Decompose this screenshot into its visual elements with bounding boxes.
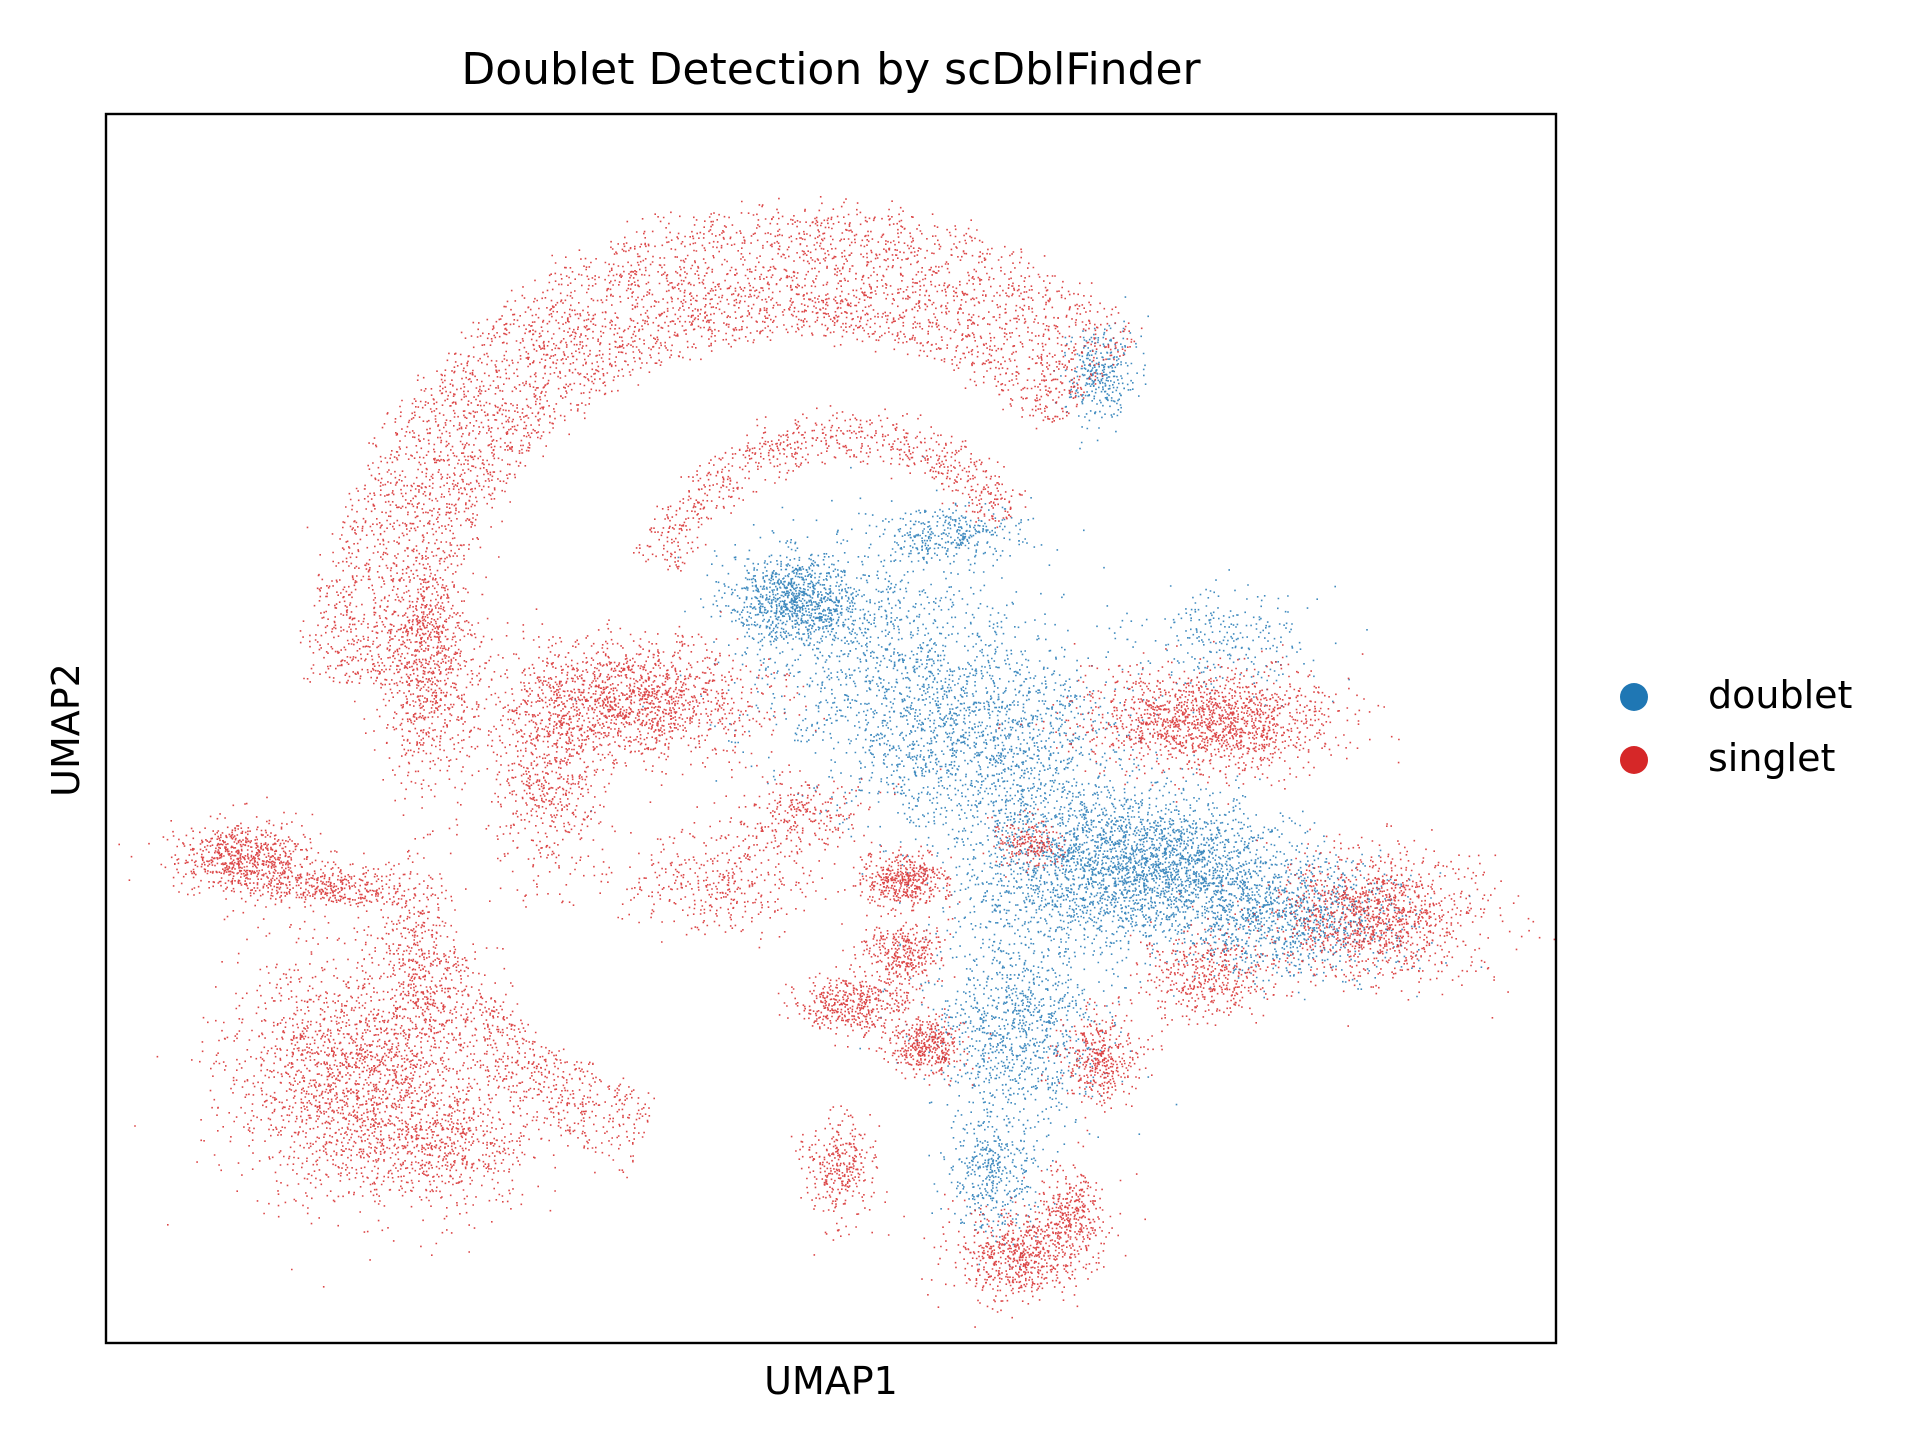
legend-label-singlet: singlet xyxy=(1708,736,1835,780)
series-singlet xyxy=(118,196,1556,1328)
legend-marker-singlet xyxy=(1620,746,1648,774)
y-axis-label: UMAP2 xyxy=(44,663,88,797)
scatter-points xyxy=(118,196,1556,1328)
legend: doublet singlet xyxy=(1620,673,1852,780)
legend-marker-doublet xyxy=(1620,683,1648,711)
plot-frame xyxy=(104,112,1558,1345)
legend-label-doublet: doublet xyxy=(1708,673,1852,717)
chart-title: Doublet Detection by scDblFinder xyxy=(461,44,1201,95)
plot-area xyxy=(106,114,1556,1343)
series-doublet xyxy=(574,296,1483,1268)
points-doublet xyxy=(574,296,1483,1268)
x-axis-label: UMAP1 xyxy=(764,1359,898,1403)
points-singlet xyxy=(118,196,1556,1328)
